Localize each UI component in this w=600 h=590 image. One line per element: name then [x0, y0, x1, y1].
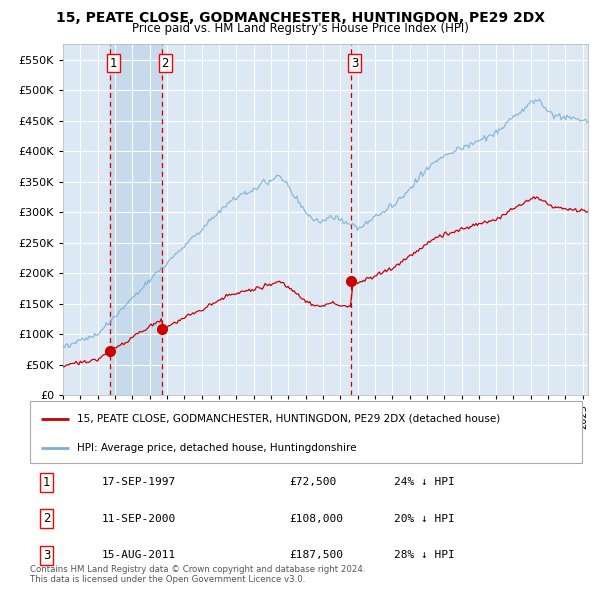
- Text: 28% ↓ HPI: 28% ↓ HPI: [394, 550, 455, 560]
- Text: HPI: Average price, detached house, Huntingdonshire: HPI: Average price, detached house, Hunt…: [77, 442, 356, 453]
- Text: 15-AUG-2011: 15-AUG-2011: [102, 550, 176, 560]
- Text: 11-SEP-2000: 11-SEP-2000: [102, 514, 176, 524]
- Text: £187,500: £187,500: [289, 550, 343, 560]
- Text: 17-SEP-1997: 17-SEP-1997: [102, 477, 176, 487]
- FancyBboxPatch shape: [30, 401, 582, 463]
- Text: 24% ↓ HPI: 24% ↓ HPI: [394, 477, 455, 487]
- Text: 3: 3: [351, 57, 358, 70]
- Bar: [110, 44, 161, 395]
- Text: This data is licensed under the Open Government Licence v3.0.: This data is licensed under the Open Gov…: [30, 575, 305, 584]
- Text: 15, PEATE CLOSE, GODMANCHESTER, HUNTINGDON, PE29 2DX (detached house): 15, PEATE CLOSE, GODMANCHESTER, HUNTINGD…: [77, 414, 500, 424]
- Text: Price paid vs. HM Land Registry's House Price Index (HPI): Price paid vs. HM Land Registry's House …: [131, 22, 469, 35]
- Text: 20% ↓ HPI: 20% ↓ HPI: [394, 514, 455, 524]
- Text: £108,000: £108,000: [289, 514, 343, 524]
- Text: 1: 1: [110, 57, 118, 70]
- Text: £72,500: £72,500: [289, 477, 337, 487]
- Text: 1: 1: [43, 476, 50, 489]
- Text: Contains HM Land Registry data © Crown copyright and database right 2024.: Contains HM Land Registry data © Crown c…: [30, 565, 365, 574]
- Text: 3: 3: [43, 549, 50, 562]
- Text: 2: 2: [43, 512, 50, 526]
- Text: 2: 2: [161, 57, 169, 70]
- Text: 15, PEATE CLOSE, GODMANCHESTER, HUNTINGDON, PE29 2DX: 15, PEATE CLOSE, GODMANCHESTER, HUNTINGD…: [56, 11, 545, 25]
